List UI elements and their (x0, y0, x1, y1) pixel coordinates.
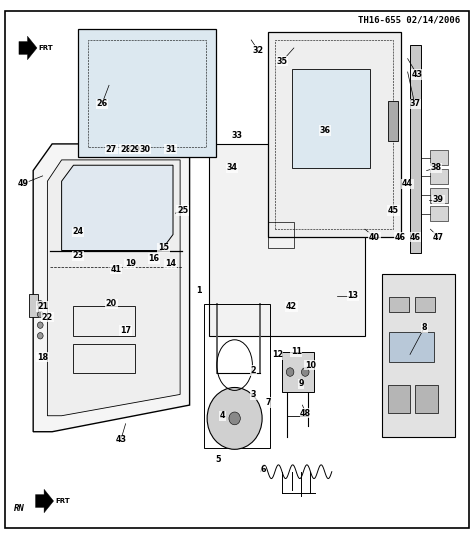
Text: 42: 42 (286, 302, 297, 311)
Text: 21: 21 (37, 302, 48, 311)
Text: 43: 43 (411, 70, 423, 79)
Text: 11: 11 (291, 348, 302, 356)
Circle shape (37, 322, 43, 328)
Circle shape (37, 301, 43, 307)
Text: 29: 29 (129, 145, 141, 154)
Text: 48: 48 (300, 409, 311, 417)
Circle shape (37, 333, 43, 339)
Text: 26: 26 (96, 100, 108, 108)
Text: 41: 41 (110, 265, 122, 273)
Polygon shape (36, 489, 54, 513)
Bar (389, 332, 434, 362)
Polygon shape (78, 29, 216, 157)
Circle shape (37, 311, 43, 318)
Text: 38: 38 (430, 164, 442, 172)
Bar (292, 69, 370, 168)
Polygon shape (19, 36, 37, 60)
Polygon shape (410, 45, 421, 253)
Circle shape (286, 368, 294, 376)
Text: 13: 13 (347, 292, 359, 300)
Bar (282, 352, 314, 392)
Circle shape (301, 368, 309, 376)
Text: 49: 49 (17, 180, 28, 188)
Text: 27: 27 (106, 145, 117, 154)
Text: 24: 24 (73, 228, 84, 236)
Text: 9: 9 (298, 379, 304, 388)
Text: 2: 2 (251, 366, 256, 375)
Bar (388, 101, 398, 141)
Text: 1: 1 (196, 286, 202, 295)
Text: 7: 7 (265, 398, 271, 407)
Text: 12: 12 (272, 350, 283, 359)
Text: 46: 46 (395, 233, 406, 241)
Text: 16: 16 (148, 254, 160, 263)
Text: 17: 17 (120, 326, 131, 335)
Bar (430, 188, 448, 203)
Text: 34: 34 (227, 164, 238, 172)
Text: 8: 8 (421, 324, 427, 332)
Polygon shape (62, 165, 173, 251)
Text: 28: 28 (120, 145, 131, 154)
Polygon shape (47, 160, 180, 416)
Bar (430, 206, 448, 221)
Text: 44: 44 (402, 180, 413, 188)
Bar (73, 306, 135, 336)
Text: 25: 25 (177, 206, 188, 215)
Text: 40: 40 (369, 233, 380, 241)
Polygon shape (268, 32, 401, 237)
Text: FRT: FRT (39, 45, 54, 51)
Text: 35: 35 (276, 57, 288, 66)
Bar (388, 385, 410, 413)
Text: 31: 31 (165, 145, 176, 154)
Text: 5: 5 (215, 455, 221, 464)
Bar (415, 297, 435, 312)
Bar (268, 222, 294, 248)
Text: 6: 6 (260, 465, 266, 473)
Text: TH16-655 02/14/2006: TH16-655 02/14/2006 (358, 16, 460, 25)
Bar (382, 274, 455, 437)
Polygon shape (209, 144, 365, 336)
Text: 3: 3 (251, 390, 256, 399)
Text: FRT: FRT (55, 498, 70, 504)
Text: 10: 10 (305, 361, 316, 369)
Text: 33: 33 (231, 132, 243, 140)
Text: 23: 23 (73, 252, 84, 260)
Text: 36: 36 (319, 126, 330, 135)
Bar (73, 344, 135, 373)
Text: RN: RN (14, 504, 25, 513)
Circle shape (207, 387, 262, 449)
Text: 43: 43 (115, 435, 127, 444)
Text: 45: 45 (388, 206, 399, 215)
Text: 19: 19 (125, 260, 136, 268)
Text: 47: 47 (433, 233, 444, 241)
Text: 37: 37 (409, 100, 420, 108)
Text: 20: 20 (106, 300, 117, 308)
Text: 15: 15 (158, 244, 169, 252)
Bar (389, 297, 409, 312)
Text: 4: 4 (220, 411, 226, 420)
Polygon shape (33, 144, 190, 432)
Bar (430, 150, 448, 165)
Text: 14: 14 (165, 260, 176, 268)
Bar (29, 294, 38, 317)
Text: 46: 46 (409, 233, 420, 241)
Bar (415, 385, 438, 413)
Text: 39: 39 (433, 196, 444, 204)
Circle shape (229, 412, 240, 425)
Text: 30: 30 (139, 145, 150, 154)
Text: 32: 32 (253, 46, 264, 55)
Text: 22: 22 (42, 313, 53, 321)
Bar (430, 169, 448, 184)
Text: 18: 18 (37, 353, 48, 361)
